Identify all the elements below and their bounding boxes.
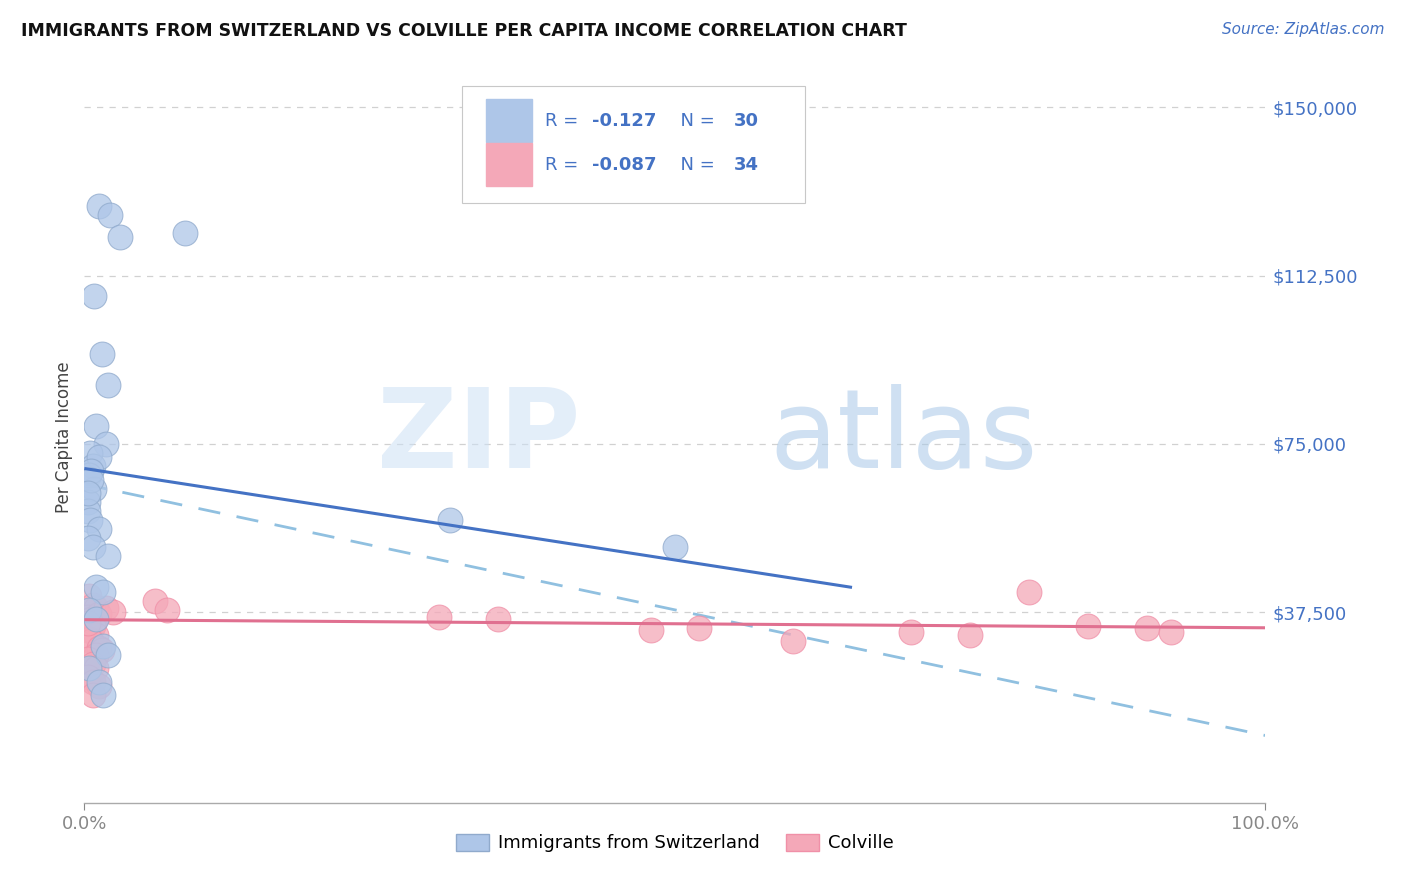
Point [84, 600, 107, 615]
Point [688, 621, 710, 635]
Text: atlas: atlas [769, 384, 1038, 491]
Point [97, 549, 120, 563]
Point [84, 661, 107, 675]
Point [173, 226, 195, 240]
Point [80, 473, 103, 487]
Point [640, 623, 662, 637]
Point [77, 661, 100, 675]
Text: ZIP: ZIP [377, 384, 581, 491]
Point [91, 688, 114, 702]
Point [97, 648, 120, 662]
Point [87, 522, 110, 536]
Point [87, 674, 110, 689]
Point [101, 605, 124, 619]
Text: 30: 30 [734, 112, 759, 130]
FancyBboxPatch shape [463, 86, 804, 203]
Point [77, 495, 100, 509]
Point [82, 599, 104, 613]
Point [91, 347, 114, 361]
FancyBboxPatch shape [486, 143, 531, 186]
Text: R =: R = [546, 112, 583, 130]
Point [486, 612, 509, 626]
Point [439, 513, 461, 527]
Point [80, 612, 103, 626]
Point [87, 679, 110, 693]
Point [1136, 621, 1159, 635]
Point [82, 459, 104, 474]
Legend: Immigrants from Switzerland, Colville: Immigrants from Switzerland, Colville [449, 826, 901, 860]
Text: 34: 34 [734, 156, 759, 174]
Point [80, 464, 103, 478]
Text: R =: R = [546, 156, 583, 174]
Point [83, 616, 105, 631]
Point [959, 627, 981, 641]
Point [87, 450, 110, 465]
Point [83, 289, 105, 303]
Point [87, 640, 110, 655]
Point [84, 612, 107, 626]
Point [84, 648, 107, 662]
Point [77, 590, 100, 604]
Point [77, 670, 100, 684]
Point [77, 531, 100, 545]
Point [87, 199, 110, 213]
Point [77, 609, 100, 624]
Point [79, 513, 101, 527]
Point [664, 540, 686, 554]
Point [143, 594, 166, 608]
Point [83, 482, 105, 496]
Point [1160, 625, 1182, 640]
Point [1077, 618, 1099, 632]
Point [91, 639, 114, 653]
Point [82, 540, 104, 554]
Point [427, 609, 450, 624]
Point [94, 600, 117, 615]
Point [98, 208, 121, 222]
FancyBboxPatch shape [486, 99, 531, 143]
Point [91, 585, 114, 599]
Point [108, 230, 131, 244]
Point [77, 468, 100, 483]
Text: N =: N = [669, 112, 720, 130]
Y-axis label: Per Capita Income: Per Capita Income [55, 361, 73, 513]
Point [87, 607, 110, 622]
Point [77, 616, 100, 631]
Text: N =: N = [669, 156, 720, 174]
Point [77, 623, 100, 637]
Text: -0.127: -0.127 [592, 112, 657, 130]
Point [82, 618, 104, 632]
Point [82, 657, 104, 671]
Point [900, 625, 922, 640]
Point [77, 632, 100, 646]
Point [156, 603, 179, 617]
Point [77, 603, 100, 617]
Point [84, 418, 107, 433]
Point [80, 634, 103, 648]
Point [782, 634, 804, 648]
Point [91, 643, 114, 657]
Point [77, 504, 100, 518]
Text: -0.087: -0.087 [592, 156, 657, 174]
Point [77, 652, 100, 666]
Point [1018, 585, 1040, 599]
Point [77, 486, 100, 500]
Text: Source: ZipAtlas.com: Source: ZipAtlas.com [1222, 22, 1385, 37]
Point [82, 674, 104, 689]
Point [97, 378, 120, 392]
Point [84, 627, 107, 641]
Point [94, 437, 117, 451]
Point [84, 581, 107, 595]
Text: IMMIGRANTS FROM SWITZERLAND VS COLVILLE PER CAPITA INCOME CORRELATION CHART: IMMIGRANTS FROM SWITZERLAND VS COLVILLE … [21, 22, 907, 40]
Point [82, 688, 104, 702]
Point [79, 446, 101, 460]
